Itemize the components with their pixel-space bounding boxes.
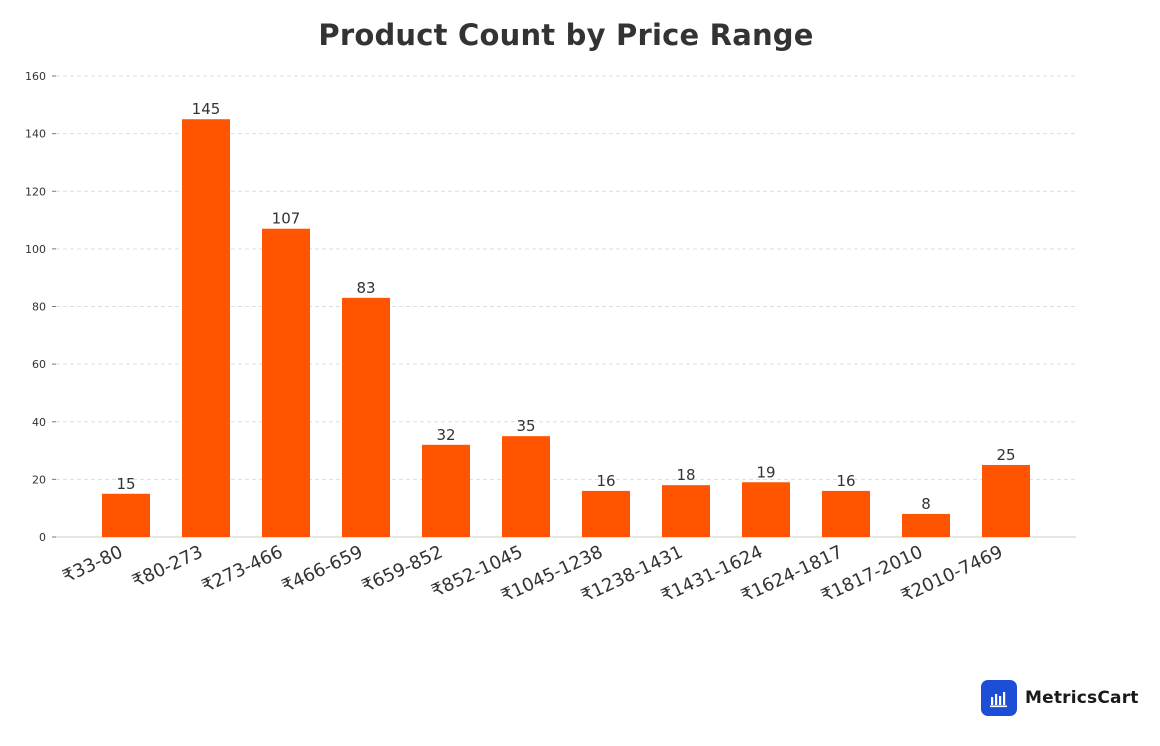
- data-label: 25: [996, 446, 1015, 464]
- data-label: 18: [676, 466, 695, 484]
- bars: [102, 119, 1030, 538]
- data-label: 83: [356, 279, 375, 297]
- bar: [182, 119, 230, 537]
- data-label: 107: [272, 210, 301, 228]
- y-tick-label: 0: [39, 531, 46, 544]
- y-tick-label: 120: [25, 185, 46, 198]
- bar: [262, 228, 310, 538]
- y-tick-label: 40: [32, 416, 46, 429]
- bar: [422, 444, 470, 537]
- y-tick-label: 20: [32, 473, 46, 486]
- bar: [102, 493, 150, 537]
- brand-logo: MetricsCart: [981, 680, 1139, 716]
- data-label: 15: [116, 475, 135, 493]
- x-tick-label: ₹273-466: [199, 541, 286, 597]
- bar: [582, 490, 630, 537]
- bar: [662, 485, 710, 537]
- bar: [502, 436, 550, 537]
- data-label: 16: [596, 472, 615, 490]
- y-tick-label: 160: [25, 70, 46, 83]
- data-label: 32: [436, 426, 455, 444]
- data-label: 8: [921, 495, 931, 513]
- x-tick-label: ₹466-659: [279, 541, 366, 597]
- data-label: 16: [836, 472, 855, 490]
- bar: [982, 464, 1030, 537]
- data-labels: 15 145 107 83 32 35 16 18 19 16 8 25: [116, 100, 1015, 513]
- x-tick-label: ₹33-80: [59, 541, 126, 587]
- data-label: 19: [756, 463, 775, 481]
- y-axis: 0 20 40 60 80 100 120 140 160: [25, 70, 56, 544]
- bar: [342, 297, 390, 537]
- bar-chart-icon: [981, 680, 1017, 716]
- y-tick-label: 80: [32, 301, 46, 314]
- y-tick-label: 60: [32, 358, 46, 371]
- bar: [902, 513, 950, 537]
- data-label: 35: [516, 417, 535, 435]
- y-tick-label: 100: [25, 243, 46, 256]
- data-label: 145: [192, 100, 221, 118]
- x-tick-label: ₹80-273: [129, 541, 206, 592]
- x-axis: ₹33-80 ₹80-273₹273-466₹466-659₹659-852₹85…: [59, 541, 1006, 606]
- bar: [742, 482, 790, 537]
- chart-title: Product Count by Price Range: [318, 18, 814, 52]
- y-tick-label: 140: [25, 128, 46, 141]
- brand-name: MetricsCart: [1025, 688, 1139, 708]
- bar: [822, 490, 870, 537]
